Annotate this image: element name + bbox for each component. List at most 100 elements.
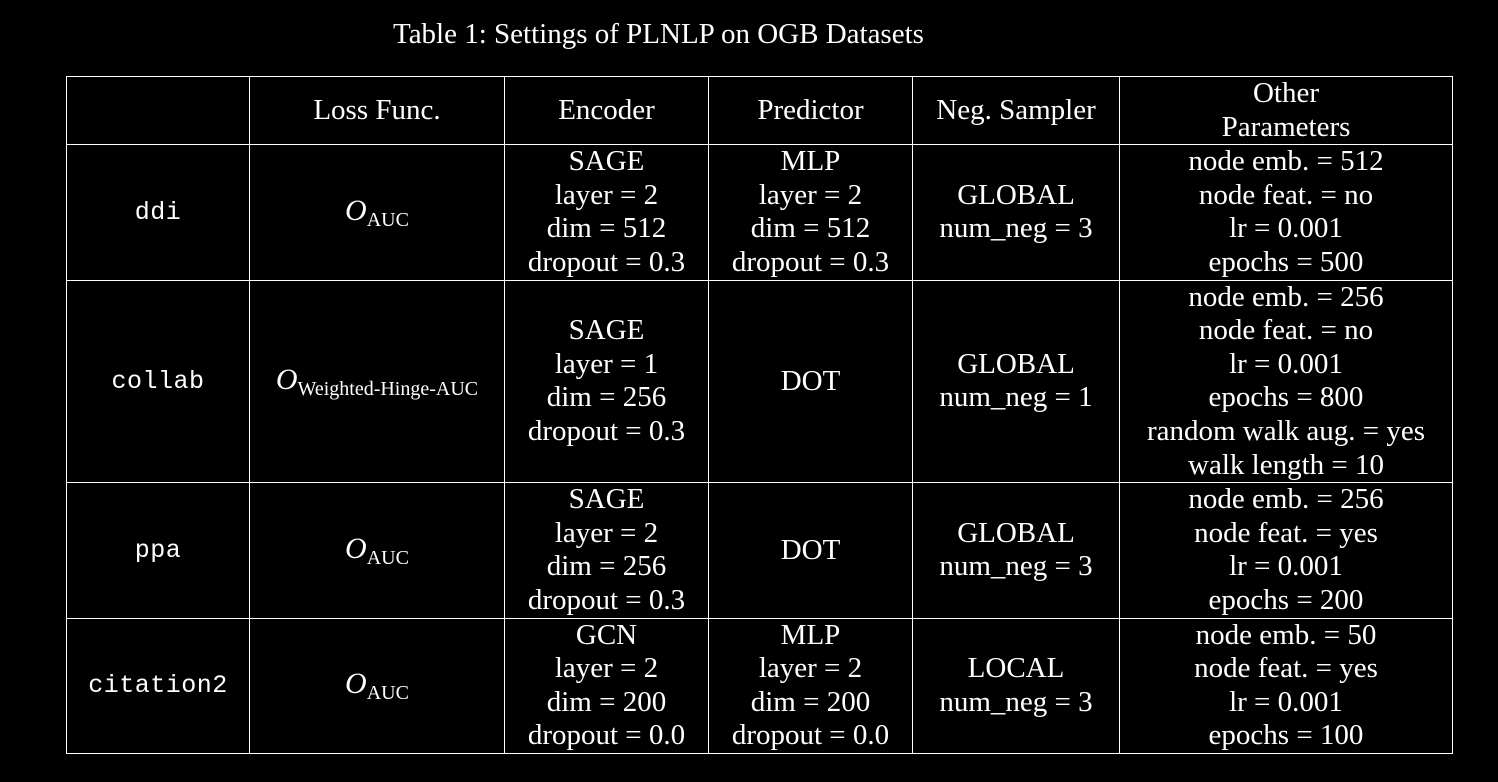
other-parameters-line: walk length = 10 <box>1188 448 1384 481</box>
table-body: ddi OAUC SAGE layer = 2 dim = 512 dropout = 0… <box>66 144 1453 754</box>
encoder-cell: SAGE layer = 2 dim = 256 dropout = 0.3 <box>504 482 709 619</box>
other-parameters-line: lr = 0.001 <box>1229 685 1343 718</box>
predictor-cell: MLP layer = 2 dim = 200 dropout = 0.0 <box>708 617 913 754</box>
dataset-cell: ddi <box>66 144 250 281</box>
table-row: citation2 OAUC GCN layer = 2 dim = 200 dropou… <box>66 617 1453 754</box>
encoder-line: layer = 2 <box>554 178 659 211</box>
encoder-line: layer = 1 <box>554 347 659 380</box>
neg-sampler-line: num_neg = 3 <box>939 550 1093 583</box>
neg-sampler-cell: GLOBAL num_neg = 1 <box>912 279 1120 484</box>
other-parameters-line: node emb. = 50 <box>1195 618 1377 651</box>
header-empty-cell <box>66 75 250 146</box>
predictor-cell: DOT <box>708 279 913 484</box>
other-parameters-line: node feat. = yes <box>1194 652 1378 685</box>
header-other-line-1: Other <box>1252 77 1320 109</box>
other-parameters-cell: node emb. = 256 node feat. = no lr = 0.001… <box>1119 279 1453 484</box>
header-other-parameters: Other Parameters <box>1119 75 1453 146</box>
encoder-line: dropout = 0.3 <box>527 583 686 616</box>
loss-symbol: O <box>345 193 367 227</box>
predictor-line: MLP <box>780 618 841 651</box>
header-row: Loss Func. Encoder Predictor Neg. Sample… <box>66 75 1453 146</box>
neg-sampler-line: num_neg = 1 <box>939 381 1093 414</box>
loss-subscript: AUC <box>366 681 409 704</box>
neg-sampler-line: GLOBAL <box>957 178 1075 211</box>
encoder-line: SAGE <box>568 483 645 516</box>
other-parameters-cell: node emb. = 512 node feat. = no lr = 0.001… <box>1119 144 1453 281</box>
encoder-line: dropout = 0.3 <box>527 414 686 447</box>
other-parameters-line: epochs = 500 <box>1208 245 1364 278</box>
table-row: collab OWeighted-Hinge-AUC SAGE layer = 1 di… <box>66 279 1453 484</box>
predictor-cell: MLP layer = 2 dim = 512 dropout = 0.3 <box>708 144 913 281</box>
neg-sampler-line: GLOBAL <box>957 516 1075 549</box>
other-parameters-line: node feat. = yes <box>1194 516 1378 549</box>
other-parameters-line: node emb. = 512 <box>1188 145 1384 178</box>
header-encoder: Encoder <box>504 75 709 146</box>
settings-table: Loss Func. Encoder Predictor Neg. Sample… <box>66 75 1453 754</box>
table-row: ppa OAUC SAGE layer = 2 dim = 256 dropout = 0… <box>66 482 1453 619</box>
header-predictor: Predictor <box>708 75 913 146</box>
loss-func-cell: OWeighted-Hinge-AUC <box>249 279 505 484</box>
neg-sampler-cell: GLOBAL num_neg = 3 <box>912 144 1120 281</box>
encoder-line: layer = 2 <box>554 652 659 685</box>
predictor-line: dropout = 0.0 <box>731 719 890 752</box>
neg-sampler-line: num_neg = 3 <box>939 685 1093 718</box>
other-parameters-line: node feat. = no <box>1198 314 1374 347</box>
encoder-line: dropout = 0.0 <box>527 719 686 752</box>
encoder-line: dim = 256 <box>546 550 667 583</box>
loss-symbol: O <box>345 666 367 700</box>
encoder-line: SAGE <box>568 145 645 178</box>
encoder-line: SAGE <box>568 314 645 347</box>
dataset-cell: ppa <box>66 482 250 619</box>
loss-symbol: O <box>275 362 298 396</box>
predictor-line: DOT <box>780 364 841 397</box>
encoder-line: dropout = 0.3 <box>527 245 686 278</box>
other-parameters-line: lr = 0.001 <box>1229 347 1343 380</box>
neg-sampler-line: LOCAL <box>967 652 1065 685</box>
encoder-line: GCN <box>575 618 638 651</box>
encoder-cell: GCN layer = 2 dim = 200 dropout = 0.0 <box>504 617 709 754</box>
encoder-cell: SAGE layer = 2 dim = 512 dropout = 0.3 <box>504 144 709 281</box>
encoder-line: dim = 256 <box>546 381 667 414</box>
other-parameters-cell: node emb. = 256 node feat. = yes lr = 0.00… <box>1119 482 1453 619</box>
predictor-line: MLP <box>780 145 841 178</box>
table-caption: Table 1: Settings of PLNLP on OGB Datase… <box>393 18 924 50</box>
other-parameters-line: lr = 0.001 <box>1229 212 1343 245</box>
other-parameters-line: node emb. = 256 <box>1188 280 1384 313</box>
encoder-line: dim = 512 <box>546 212 667 245</box>
loss-func-cell: OAUC <box>249 617 505 754</box>
neg-sampler-cell: LOCAL num_neg = 3 <box>912 617 1120 754</box>
other-parameters-line: lr = 0.001 <box>1229 550 1343 583</box>
other-parameters-line: epochs = 200 <box>1208 583 1364 616</box>
predictor-line: layer = 2 <box>758 652 863 685</box>
encoder-cell: SAGE layer = 1 dim = 256 dropout = 0.3 <box>504 279 709 484</box>
predictor-cell: DOT <box>708 482 913 619</box>
loss-func-cell: OAUC <box>249 482 505 619</box>
loss-subscript: AUC <box>366 546 409 569</box>
predictor-line: dim = 512 <box>750 212 871 245</box>
other-parameters-cell: node emb. = 50 node feat. = yes lr = 0.001… <box>1119 617 1453 754</box>
loss-func-cell: OAUC <box>249 144 505 281</box>
other-parameters-line: node feat. = no <box>1198 178 1374 211</box>
header-other-line-2: Parameters <box>1221 110 1351 143</box>
other-parameters-line: epochs = 800 <box>1208 381 1364 414</box>
predictor-line: DOT <box>780 533 841 566</box>
other-parameters-line: node emb. = 256 <box>1188 483 1384 516</box>
predictor-line: layer = 2 <box>758 178 863 211</box>
other-parameters-line: epochs = 100 <box>1208 719 1364 752</box>
table-row: ddi OAUC SAGE layer = 2 dim = 512 dropout = 0… <box>66 144 1453 281</box>
header-loss-func: Loss Func. <box>249 75 505 146</box>
predictor-line: dim = 200 <box>750 685 871 718</box>
loss-symbol: O <box>345 531 367 565</box>
loss-subscript: Weighted-Hinge-AUC <box>297 377 479 400</box>
header-neg-sampler: Neg. Sampler <box>912 75 1120 146</box>
neg-sampler-cell: GLOBAL num_neg = 3 <box>912 482 1120 619</box>
dataset-cell: citation2 <box>66 617 250 754</box>
encoder-line: dim = 200 <box>546 685 667 718</box>
other-parameters-line: random walk aug. = yes <box>1146 414 1426 447</box>
neg-sampler-line: GLOBAL <box>957 347 1075 380</box>
neg-sampler-line: num_neg = 3 <box>939 212 1093 245</box>
loss-subscript: AUC <box>366 208 409 231</box>
encoder-line: layer = 2 <box>554 516 659 549</box>
predictor-line: dropout = 0.3 <box>731 245 890 278</box>
dataset-cell: collab <box>66 279 250 484</box>
